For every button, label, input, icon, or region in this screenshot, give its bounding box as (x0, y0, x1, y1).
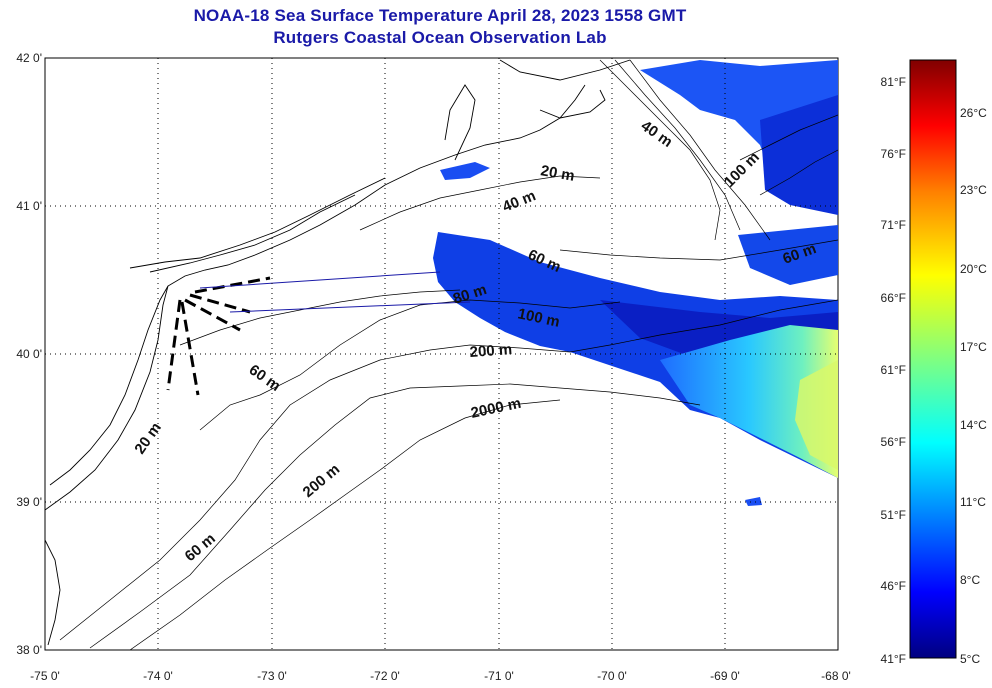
map-title: NOAA-18 Sea Surface Temperature April 28… (193, 6, 687, 25)
longitude-ticks: -75 0' -74 0' -73 0' -72 0' -71 0' -70 0… (30, 669, 851, 683)
map-subtitle: Rutgers Coastal Ocean Observation Lab (273, 28, 607, 47)
isobath-label: 20 m (539, 162, 576, 185)
lat-tick-label: 38 0' (16, 643, 42, 657)
transect-lines (166, 276, 271, 396)
sample-track (199, 271, 471, 313)
lon-tick-label: -72 0' (370, 669, 400, 683)
latitude-ticks: 42 0' 41 0' 40 0' 39 0' 38 0' (16, 51, 42, 657)
lat-tick-label: 39 0' (16, 495, 42, 509)
colorbar-f-label: 51°F (881, 508, 906, 522)
lat-tick-label: 42 0' (16, 51, 42, 65)
colorbar-c-label: 17°C (960, 340, 987, 354)
colorbar (909, 59, 957, 659)
colorbar-f-label: 41°F (881, 652, 906, 666)
colorbar-f-label: 76°F (881, 147, 906, 161)
lon-tick-label: -74 0' (143, 669, 173, 683)
colorbar-f-label: 81°F (881, 75, 906, 89)
colorbar-c-label: 11°C (960, 495, 986, 509)
colorbar-f-label: 46°F (881, 579, 906, 593)
lon-tick-label: -68 0' (821, 669, 851, 683)
lon-tick-label: -73 0' (257, 669, 287, 683)
isobath-contours (59, 59, 838, 650)
coastline (45, 59, 631, 646)
lon-tick-label: -69 0' (710, 669, 740, 683)
colorbar-fahrenheit-labels: 81°F 76°F 71°F 66°F 61°F 56°F 51°F 46°F … (881, 75, 906, 666)
colorbar-f-label: 71°F (881, 218, 906, 232)
colorbar-f-label: 61°F (881, 363, 906, 377)
colorbar-c-label: 23°C (960, 183, 987, 197)
sst-coverage (433, 60, 838, 506)
lat-tick-label: 41 0' (16, 199, 42, 213)
isobath-label: 200 m (469, 341, 513, 361)
colorbar-celsius-labels: 26°C 23°C 20°C 17°C 14°C 11°C 8°C 5°C (960, 106, 987, 666)
colorbar-c-label: 8°C (960, 573, 980, 587)
colorbar-c-label: 5°C (960, 652, 980, 666)
lon-tick-label: -75 0' (30, 669, 60, 683)
lon-tick-label: -70 0' (597, 669, 627, 683)
colorbar-c-label: 26°C (960, 106, 987, 120)
colorbar-c-label: 14°C (960, 418, 987, 432)
colorbar-c-label: 20°C (960, 262, 987, 276)
colorbar-f-label: 66°F (881, 291, 906, 305)
lat-tick-label: 40 0' (16, 347, 42, 361)
graticule (45, 58, 838, 650)
lon-tick-label: -71 0' (484, 669, 514, 683)
colorbar-f-label: 56°F (881, 435, 906, 449)
